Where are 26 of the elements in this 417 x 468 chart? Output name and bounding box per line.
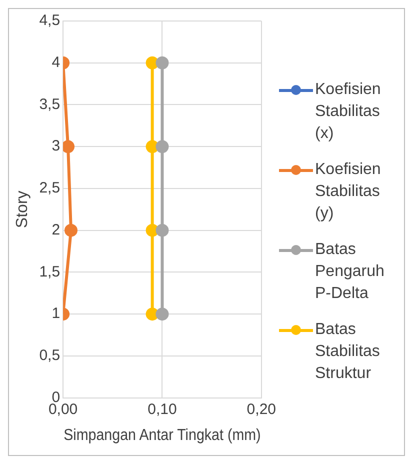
- x-tick-label: 0,20: [246, 400, 276, 418]
- x-tick-label: 0,10: [148, 400, 177, 418]
- y-axis-title: Story: [14, 190, 32, 228]
- y-tick-label: 2: [52, 221, 60, 238]
- legend-label: Batas Stabilitas Struktur: [315, 320, 381, 384]
- y-tick-label: 2,5: [39, 180, 60, 197]
- y-tick-label: 0,5: [39, 347, 60, 364]
- point: [156, 56, 169, 70]
- y-tick-label: 4: [52, 54, 60, 72]
- y-tick-label: 3: [52, 138, 60, 155]
- point: [146, 308, 159, 321]
- legend-label: Batas Pengaruh P-Delta: [315, 240, 386, 304]
- y-tick-label: 1,5: [39, 263, 60, 280]
- legend-label: Koefisien Stabilitas (x): [315, 80, 382, 144]
- y-tick-label: 4,5: [39, 12, 60, 30]
- x-tick-label: 0,00: [48, 400, 78, 418]
- point: [156, 308, 169, 321]
- point: [156, 140, 169, 154]
- point: [146, 140, 159, 154]
- point: [146, 56, 159, 70]
- y-tick-label: 3,5: [39, 96, 60, 113]
- x-axis-title: Simpangan Antar Tingkat (mm): [64, 426, 261, 444]
- legend-label: Koefisien Stabilitas (y): [315, 160, 382, 224]
- y-tick-label: 1: [52, 305, 60, 322]
- point: [156, 224, 169, 237]
- point: [146, 224, 159, 237]
